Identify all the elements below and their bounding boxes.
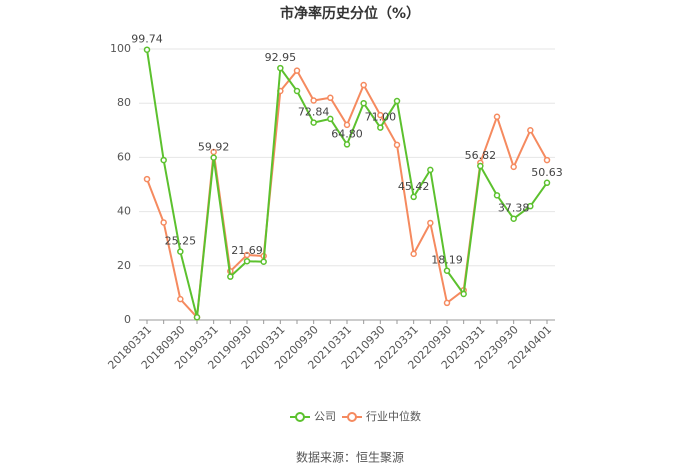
data-point: [393, 141, 401, 149]
source: 数据来源：恒生聚源: [296, 450, 404, 465]
data-label: 99.74: [131, 33, 163, 46]
data-label: 64.80: [331, 127, 363, 140]
data-point: [510, 215, 517, 222]
y-tick-label: 60: [117, 150, 131, 163]
series-line: [146, 68, 548, 320]
data-point: [443, 267, 451, 274]
data-label: 18.19: [431, 254, 463, 267]
data-point: [227, 273, 234, 280]
data-point: [427, 166, 434, 174]
data-point: [310, 97, 317, 104]
data-point: [377, 124, 384, 131]
data-label: 92.95: [265, 51, 297, 64]
data-point: [477, 162, 484, 170]
data-label: 37.38: [498, 202, 530, 215]
data-label: 50.63: [531, 166, 563, 179]
data-point: [543, 156, 551, 164]
data-label: 72.84: [298, 106, 330, 119]
data-point: [343, 121, 351, 129]
y-tick-label: 0: [124, 313, 131, 326]
data-point: [143, 46, 151, 53]
data-point: [377, 111, 384, 119]
data-point: [527, 127, 534, 134]
data-point: [510, 163, 517, 171]
data-point: [327, 115, 334, 123]
data-point: [177, 295, 184, 303]
data-point: [543, 179, 551, 187]
data-point: [277, 64, 284, 72]
y-tick-label: 40: [117, 205, 131, 218]
data-point: [360, 81, 367, 89]
data-point: [210, 154, 217, 161]
data-point: [393, 97, 401, 105]
data-label: 45.42: [398, 180, 430, 193]
legend-item: 公司: [290, 410, 336, 423]
legend-marker: [347, 412, 357, 422]
data-point: [143, 175, 151, 183]
data-label: 56.82: [465, 149, 497, 162]
data-point: [493, 113, 501, 120]
data-point: [427, 219, 434, 227]
data-point: [443, 299, 451, 307]
data-label: 71.00: [365, 111, 397, 124]
data-point: [327, 94, 334, 102]
data-point: [293, 87, 301, 95]
data-point: [343, 141, 351, 148]
data-point: [310, 119, 317, 126]
data-point: [193, 314, 201, 321]
legend-label: 行业中位数: [366, 409, 421, 423]
y-tick-label: 80: [117, 96, 131, 109]
data-point: [460, 290, 467, 298]
legend-item: 行业中位数: [342, 409, 421, 423]
data-point: [293, 67, 301, 74]
data-point: [360, 99, 367, 107]
data-point: [493, 192, 501, 199]
data-point: [177, 248, 184, 255]
data-label: 59.92: [198, 141, 230, 154]
data-point: [527, 202, 534, 210]
legend-marker: [295, 412, 305, 422]
data-point: [243, 257, 251, 265]
series-line: [146, 49, 548, 318]
chart-title: 市净率历史分位（%）: [280, 5, 420, 22]
data-point: [410, 250, 417, 258]
legend-label: 公司: [314, 410, 336, 423]
data-point: [260, 258, 267, 265]
data-label: 21.69: [231, 244, 263, 257]
data-point: [160, 219, 167, 226]
y-tick-label: 20: [117, 259, 131, 272]
data-point: [160, 156, 167, 164]
y-tick-label: 100: [110, 42, 131, 55]
data-point: [410, 193, 417, 201]
data-label: 25.25: [165, 235, 197, 248]
data-point: [243, 251, 251, 259]
